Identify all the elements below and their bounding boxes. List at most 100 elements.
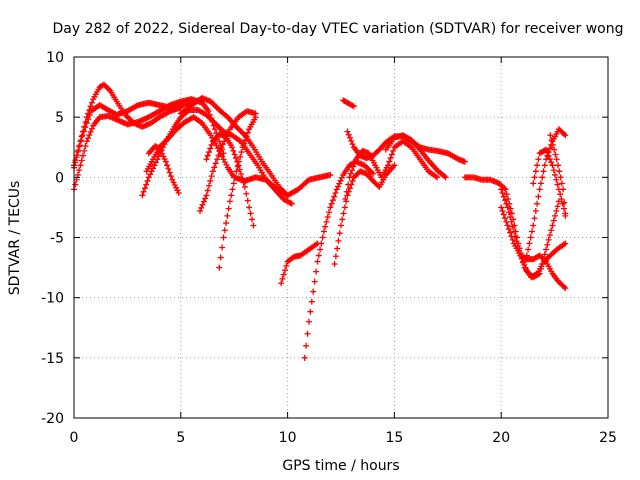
- data-point: [552, 212, 559, 219]
- data-point: [197, 208, 204, 215]
- series-s5: [143, 114, 238, 181]
- series-s13: [301, 158, 377, 361]
- data-point: [386, 158, 393, 165]
- data-point: [554, 203, 561, 210]
- data-point: [175, 189, 182, 196]
- data-point: [532, 208, 539, 215]
- data-point: [387, 155, 394, 162]
- data-point: [236, 166, 243, 173]
- data-point: [535, 271, 542, 278]
- data-point: [346, 185, 353, 192]
- y-axis-label: SDTVAR / TECUs: [7, 181, 23, 296]
- grid-lines: [74, 57, 608, 418]
- data-point: [516, 247, 523, 254]
- data-point: [530, 180, 537, 187]
- data-point: [513, 238, 520, 245]
- series-s22: [523, 126, 569, 259]
- data-point: [304, 330, 311, 337]
- data-point: [541, 162, 548, 169]
- data-point: [76, 142, 83, 149]
- data-point: [502, 197, 509, 204]
- data-point: [207, 177, 214, 184]
- data-point: [545, 152, 552, 159]
- data-point: [543, 246, 550, 253]
- data-point: [143, 181, 150, 188]
- data-point: [315, 252, 322, 259]
- data-point: [560, 283, 567, 290]
- data-point: [203, 156, 210, 163]
- data-point: [557, 174, 564, 181]
- data-point: [239, 129, 246, 136]
- data-point: [518, 255, 525, 262]
- data-point: [328, 200, 335, 207]
- series-s7: [177, 94, 291, 199]
- data-point: [234, 158, 241, 165]
- data-point: [308, 298, 315, 305]
- data-point: [346, 134, 353, 141]
- series-s20: [498, 204, 569, 292]
- data-point: [535, 156, 542, 163]
- data-point: [535, 193, 542, 200]
- data-point: [338, 174, 345, 181]
- data-point: [541, 251, 548, 258]
- data-point: [345, 181, 352, 188]
- data-point: [303, 342, 310, 349]
- data-point: [230, 147, 237, 154]
- data-point: [539, 260, 546, 267]
- data-point: [349, 141, 356, 148]
- data-point: [327, 204, 334, 211]
- data-point: [329, 197, 336, 204]
- data-point: [214, 156, 221, 163]
- data-point: [552, 171, 559, 178]
- data-point: [507, 229, 514, 236]
- series-s23: [530, 146, 569, 217]
- data-point: [242, 137, 249, 144]
- data-point: [504, 222, 511, 229]
- data-points: [71, 81, 569, 361]
- data-point: [337, 177, 344, 184]
- data-point: [205, 149, 212, 156]
- data-point: [534, 162, 541, 169]
- series-s6: [145, 143, 182, 196]
- data-point: [499, 208, 506, 215]
- data-point: [249, 216, 255, 223]
- y-tick-label: 5: [55, 110, 64, 126]
- data-point: [209, 168, 216, 175]
- data-point: [75, 147, 82, 154]
- data-point: [217, 125, 224, 132]
- data-point: [72, 157, 79, 164]
- data-point: [205, 108, 212, 115]
- data-point: [390, 147, 397, 154]
- data-point: [537, 265, 544, 272]
- data-point: [226, 198, 233, 205]
- data-point: [310, 288, 317, 295]
- data-point: [507, 214, 514, 221]
- data-point: [283, 262, 290, 269]
- data-point: [539, 174, 546, 181]
- data-point: [525, 246, 532, 253]
- data-point: [504, 204, 511, 211]
- data-point: [237, 128, 244, 135]
- series-s15: [342, 138, 441, 202]
- data-point: [347, 170, 354, 177]
- data-point: [301, 354, 308, 361]
- series-s17: [340, 97, 357, 110]
- data-point: [317, 246, 324, 253]
- data-point: [507, 205, 514, 212]
- x-tick-label: 10: [279, 430, 297, 446]
- data-point: [199, 201, 206, 208]
- data-point: [164, 162, 171, 169]
- data-point: [78, 157, 85, 164]
- data-point: [145, 174, 152, 181]
- data-point: [166, 169, 173, 176]
- x-tick-label: 20: [492, 430, 510, 446]
- data-point: [349, 177, 356, 184]
- data-point: [558, 195, 565, 202]
- data-point: [511, 228, 518, 235]
- data-point: [88, 125, 95, 132]
- data-point: [333, 186, 340, 193]
- data-point: [326, 209, 333, 216]
- data-point: [204, 187, 211, 194]
- data-point: [322, 223, 329, 230]
- data-point: [554, 181, 561, 188]
